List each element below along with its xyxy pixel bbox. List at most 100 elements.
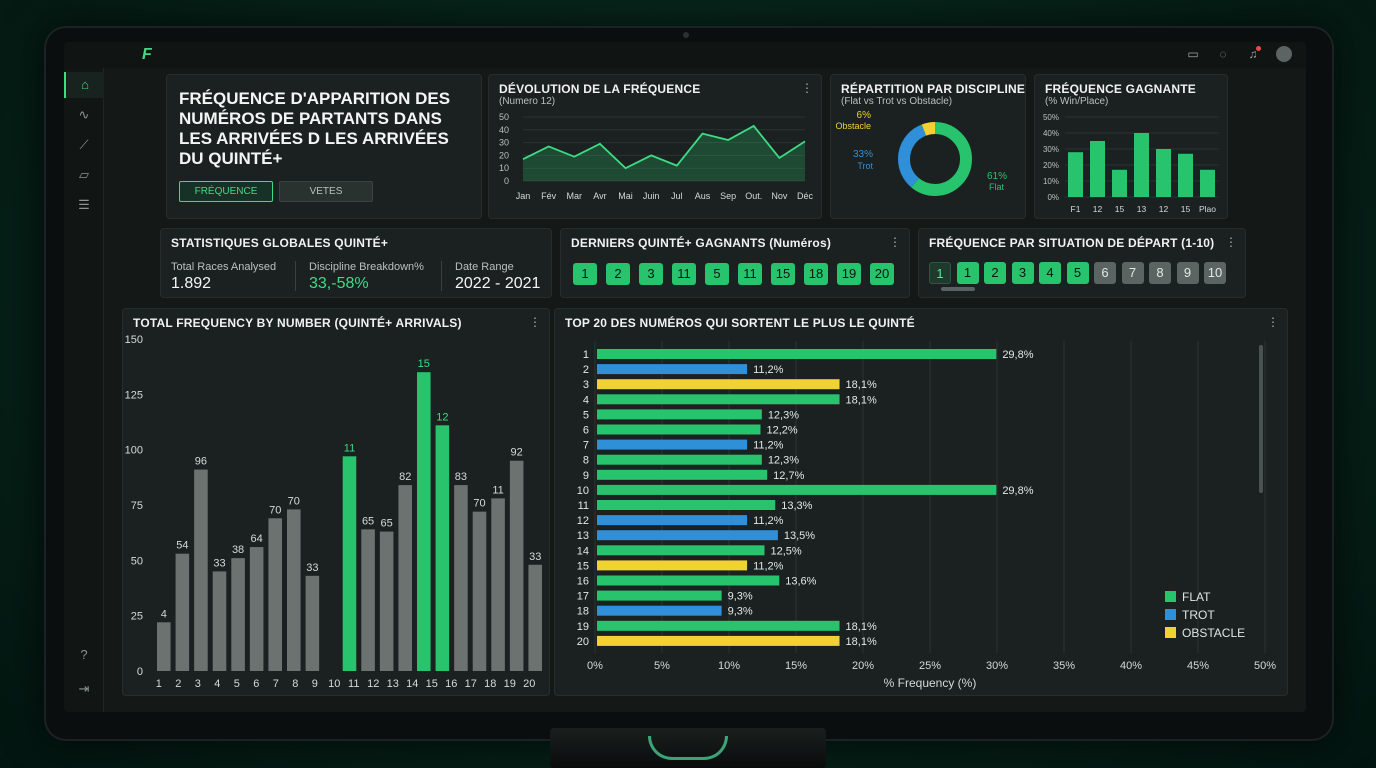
data-label: 11 <box>492 484 503 496</box>
discipline-subtitle: (Flat vs Trot vs Obstacle) <box>841 96 953 107</box>
bar <box>597 515 748 526</box>
bar <box>268 518 282 671</box>
bar <box>509 460 524 671</box>
data-label: 29,8% <box>1002 485 1033 497</box>
winner-number-chip[interactable]: 5 <box>705 263 729 285</box>
x-tick-label: 7 <box>273 678 279 690</box>
winner-number-chip[interactable]: 11 <box>672 263 696 285</box>
more-icon[interactable]: ⋮ <box>1225 235 1237 249</box>
winner-number-chip[interactable]: 15 <box>771 263 795 285</box>
row-label: 5 <box>583 409 589 421</box>
x-tick-label: 12 <box>1093 204 1103 214</box>
start-position-chip[interactable]: 4 <box>1039 262 1061 284</box>
row-label: 3 <box>583 379 589 391</box>
row-label: 12 <box>577 515 589 527</box>
activity-icon[interactable]: ∿ <box>78 107 90 122</box>
winner-number-chip[interactable]: 11 <box>738 263 762 285</box>
data-label: 15 <box>418 358 430 370</box>
bar <box>597 394 840 405</box>
x-tick-label: Avr <box>593 191 606 201</box>
winner-number-chip[interactable]: 3 <box>639 263 663 285</box>
y-tick-label: 50% <box>1043 113 1059 122</box>
x-tick-label: Plao <box>1199 204 1216 214</box>
row-label: 11 <box>578 500 589 512</box>
latest-title: DERNIERS QUINTÉ+ GAGNANTS (Numéros) <box>571 236 832 250</box>
x-tick-label: 10 <box>328 678 340 690</box>
more-icon[interactable]: ⋮ <box>1267 315 1279 329</box>
winner-number-chip[interactable]: 18 <box>804 263 828 285</box>
winner-number-chip[interactable]: 1 <box>573 263 597 285</box>
x-tick-label: Déc <box>797 191 814 201</box>
divider <box>295 261 296 291</box>
bar <box>597 439 748 450</box>
more-icon[interactable]: ⋮ <box>529 315 541 329</box>
range-value: 2022 - 2021 <box>455 275 541 292</box>
x-tick-label: 13 <box>1137 204 1147 214</box>
more-icon[interactable]: ⋮ <box>801 81 813 95</box>
home-icon[interactable]: ⌂ <box>64 72 104 98</box>
start-position-chip[interactable]: 1 <box>956 262 979 284</box>
start-position-chip[interactable]: 6 <box>1094 262 1116 284</box>
legend-item[interactable]: OBSTACLE <box>1165 626 1245 640</box>
row-label: 13 <box>577 530 589 542</box>
tab-frequence[interactable]: FRÉQUENCE <box>179 181 273 202</box>
bar <box>361 529 375 671</box>
row-label: 20 <box>577 636 589 648</box>
app-logo[interactable]: F <box>142 46 152 63</box>
win-title: FRÉQUENCE GAGNANTE <box>1045 82 1196 96</box>
races-label: Total Races Analysed <box>171 261 277 273</box>
bar <box>597 605 722 616</box>
start-position-chip[interactable]: 1 <box>929 262 951 284</box>
bar <box>1156 149 1171 197</box>
evolution-panel: DÉVOLUTION DE LA FRÉQUENCE (Numero 12) ⋮… <box>488 74 822 219</box>
support-icon[interactable]: ◌ <box>1219 47 1227 61</box>
x-tick-label: F1 <box>1071 204 1081 214</box>
start-position-chip[interactable]: 8 <box>1149 262 1171 284</box>
report-icon[interactable]: ▱ <box>79 167 89 182</box>
bar <box>597 620 840 631</box>
data-label: 65 <box>381 518 393 530</box>
bell-icon[interactable]: ♫ <box>1246 46 1261 61</box>
trend-icon[interactable]: ⟋ <box>79 137 89 152</box>
start-position-chip[interactable]: 7 <box>1121 262 1144 284</box>
start-position-chip[interactable]: 9 <box>1176 262 1199 284</box>
bar <box>1134 133 1149 197</box>
bar <box>379 531 394 671</box>
donut-slice <box>898 122 972 196</box>
tab-vetes[interactable]: VETES <box>279 181 373 202</box>
vertical-scrollbar[interactable] <box>1259 345 1263 493</box>
y-tick-label: 10% <box>1043 177 1059 186</box>
legend-item[interactable]: FLAT <box>1165 590 1210 604</box>
data-label: 9,3% <box>728 591 753 603</box>
x-tick-label: 40% <box>1120 660 1142 672</box>
logout-icon[interactable]: ⇥ <box>78 681 90 696</box>
winner-number-chip[interactable]: 19 <box>837 263 861 285</box>
horizontal-scrollbar[interactable] <box>941 287 975 291</box>
y-tick-label: 20 <box>499 150 509 160</box>
more-icon[interactable]: ⋮ <box>889 235 901 249</box>
chat-icon[interactable]: ▭ <box>1187 47 1199 61</box>
bar <box>597 590 722 601</box>
data-label: 70 <box>288 495 300 507</box>
user-icon[interactable] <box>1276 46 1292 62</box>
x-tick-label: 5 <box>234 678 240 690</box>
data-label: 33 <box>529 551 541 563</box>
series-line <box>522 124 806 170</box>
start-position-chip[interactable]: 10 <box>1204 262 1226 284</box>
start-position-chip[interactable]: 5 <box>1066 262 1089 284</box>
data-label: 70 <box>269 504 281 516</box>
x-tick-label: 13 <box>387 678 399 690</box>
filter-icon[interactable]: ☰ <box>78 197 90 212</box>
x-tick-label: 10% <box>718 660 740 672</box>
data-label: 12,5% <box>771 545 802 557</box>
legend-item[interactable]: TROT <box>1165 608 1215 622</box>
legend-swatch <box>1165 627 1176 638</box>
start-position-chip[interactable]: 2 <box>984 262 1006 284</box>
winner-number-chip[interactable]: 2 <box>606 263 630 285</box>
total-title: TOTAL FREQUENCY BY NUMBER (QUINTÉ+ ARRIV… <box>133 316 462 330</box>
start-position-chip[interactable]: 3 <box>1011 262 1034 284</box>
winner-number-chip[interactable]: 20 <box>870 263 894 285</box>
y-tick-label: 75 <box>131 500 143 512</box>
help-icon[interactable]: ? <box>80 647 88 662</box>
x-tick-label: 5% <box>654 660 670 672</box>
